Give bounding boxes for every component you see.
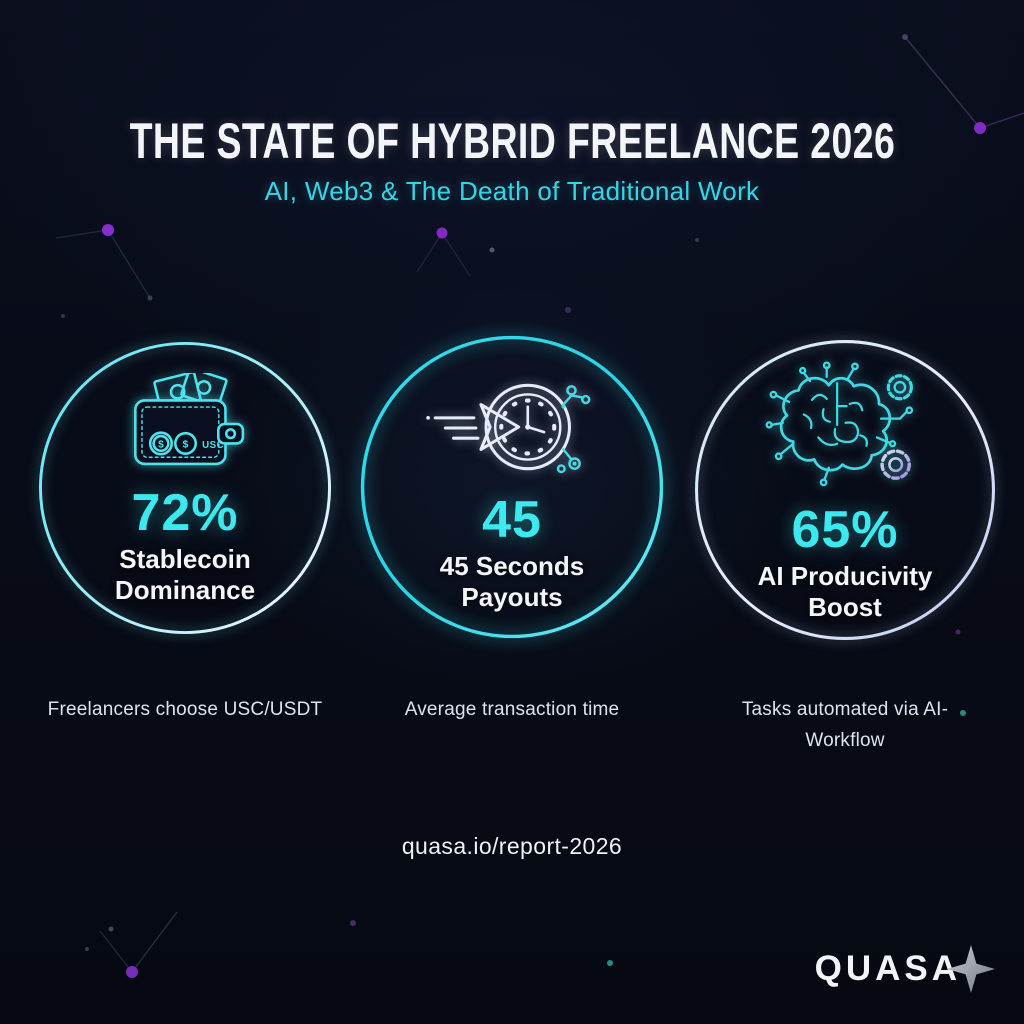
ai-brain-icon (764, 360, 926, 494)
stat-ring (360, 335, 664, 639)
stat-value: 72% (131, 484, 239, 542)
brand-logo: QUASA (814, 944, 995, 993)
svg-text:$: $ (183, 440, 189, 451)
header: THE STATE OF HYBRID FREELANCE 2026 AI, W… (0, 116, 1024, 204)
stat-label: 45 Seconds Payouts (439, 551, 585, 612)
brain-folds (802, 382, 868, 447)
page-subtitle: AI, Web3 & The Death of Traditional Work (264, 176, 760, 206)
stat-circle-ai-boost: 65% AI Producivity Boost (693, 338, 997, 642)
wallet-icon: $ $ USC (121, 373, 249, 477)
report-url: quasa.io/report-2026 (401, 833, 623, 859)
stat-label: AI Producivity Boost (757, 561, 933, 622)
gear-icon (880, 449, 912, 480)
stat-value: 65% (791, 501, 899, 559)
coin-icon: $ (173, 431, 198, 455)
gear-icon (886, 374, 913, 401)
stat-label: Stablecoin Dominance (114, 544, 256, 605)
coin-icon: $ (148, 431, 173, 456)
circuit-nodes-icon (556, 385, 591, 474)
page-title: THE STATE OF HYBRID FREELANCE 2026 (129, 113, 895, 169)
stat-circle-stablecoin: $ $ USC 72% Stablecoin Dominance (37, 340, 333, 636)
stat-ring (38, 341, 332, 635)
svg-text:$: $ (158, 440, 164, 451)
wallet-tag-label: USC (202, 440, 224, 451)
stat-caption-payouts: Average transaction time (404, 699, 620, 720)
stat-caption-stablecoin: Freelancers choose USC/USDT (47, 699, 323, 720)
circuit-stems (765, 361, 914, 487)
brand-name: QUASA (814, 948, 961, 988)
speed-clock-icon (423, 370, 601, 484)
stat-caption-ai-boost: Tasks automated via AI-Workflow (741, 699, 949, 752)
stat-value: 45 (482, 491, 542, 549)
stat-ring (695, 340, 995, 640)
stat-circle-payouts: 45 45 Seconds Payouts (359, 334, 665, 640)
sparkle-star-icon (947, 945, 995, 993)
